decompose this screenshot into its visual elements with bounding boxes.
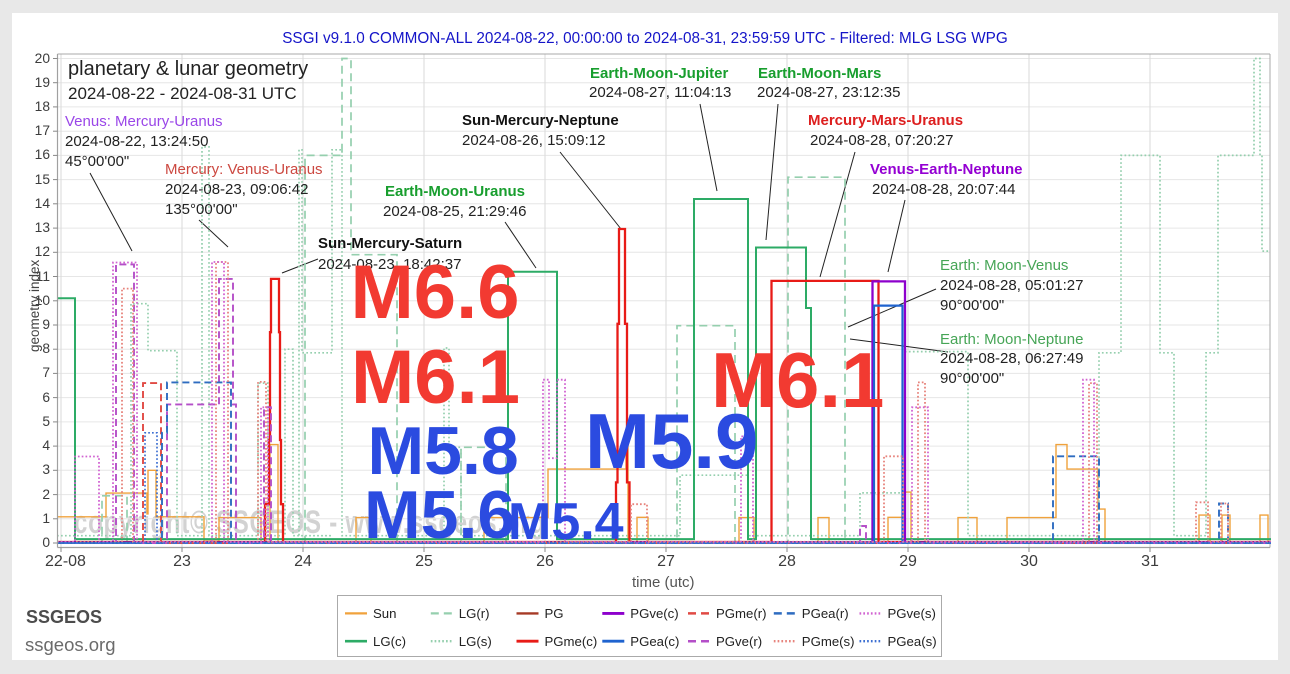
svg-text:PG: PG xyxy=(545,606,564,621)
svg-text:LG(r): LG(r) xyxy=(459,606,490,621)
svg-text:PGve(s): PGve(s) xyxy=(888,606,936,621)
svg-text:LG(c): LG(c) xyxy=(373,634,406,649)
svg-text:PGve(r): PGve(r) xyxy=(716,634,762,649)
svg-text:PGve(c): PGve(c) xyxy=(630,606,678,621)
svg-text:PGme(c): PGme(c) xyxy=(545,634,598,649)
svg-text:LG(s): LG(s) xyxy=(459,634,492,649)
svg-text:PGme(s): PGme(s) xyxy=(802,634,855,649)
svg-text:PGme(r): PGme(r) xyxy=(716,606,767,621)
svg-text:Sun: Sun xyxy=(373,606,396,621)
svg-text:PGea(s): PGea(s) xyxy=(888,634,937,649)
svg-text:PGea(c): PGea(c) xyxy=(630,634,679,649)
svg-text:PGea(r): PGea(r) xyxy=(802,606,849,621)
